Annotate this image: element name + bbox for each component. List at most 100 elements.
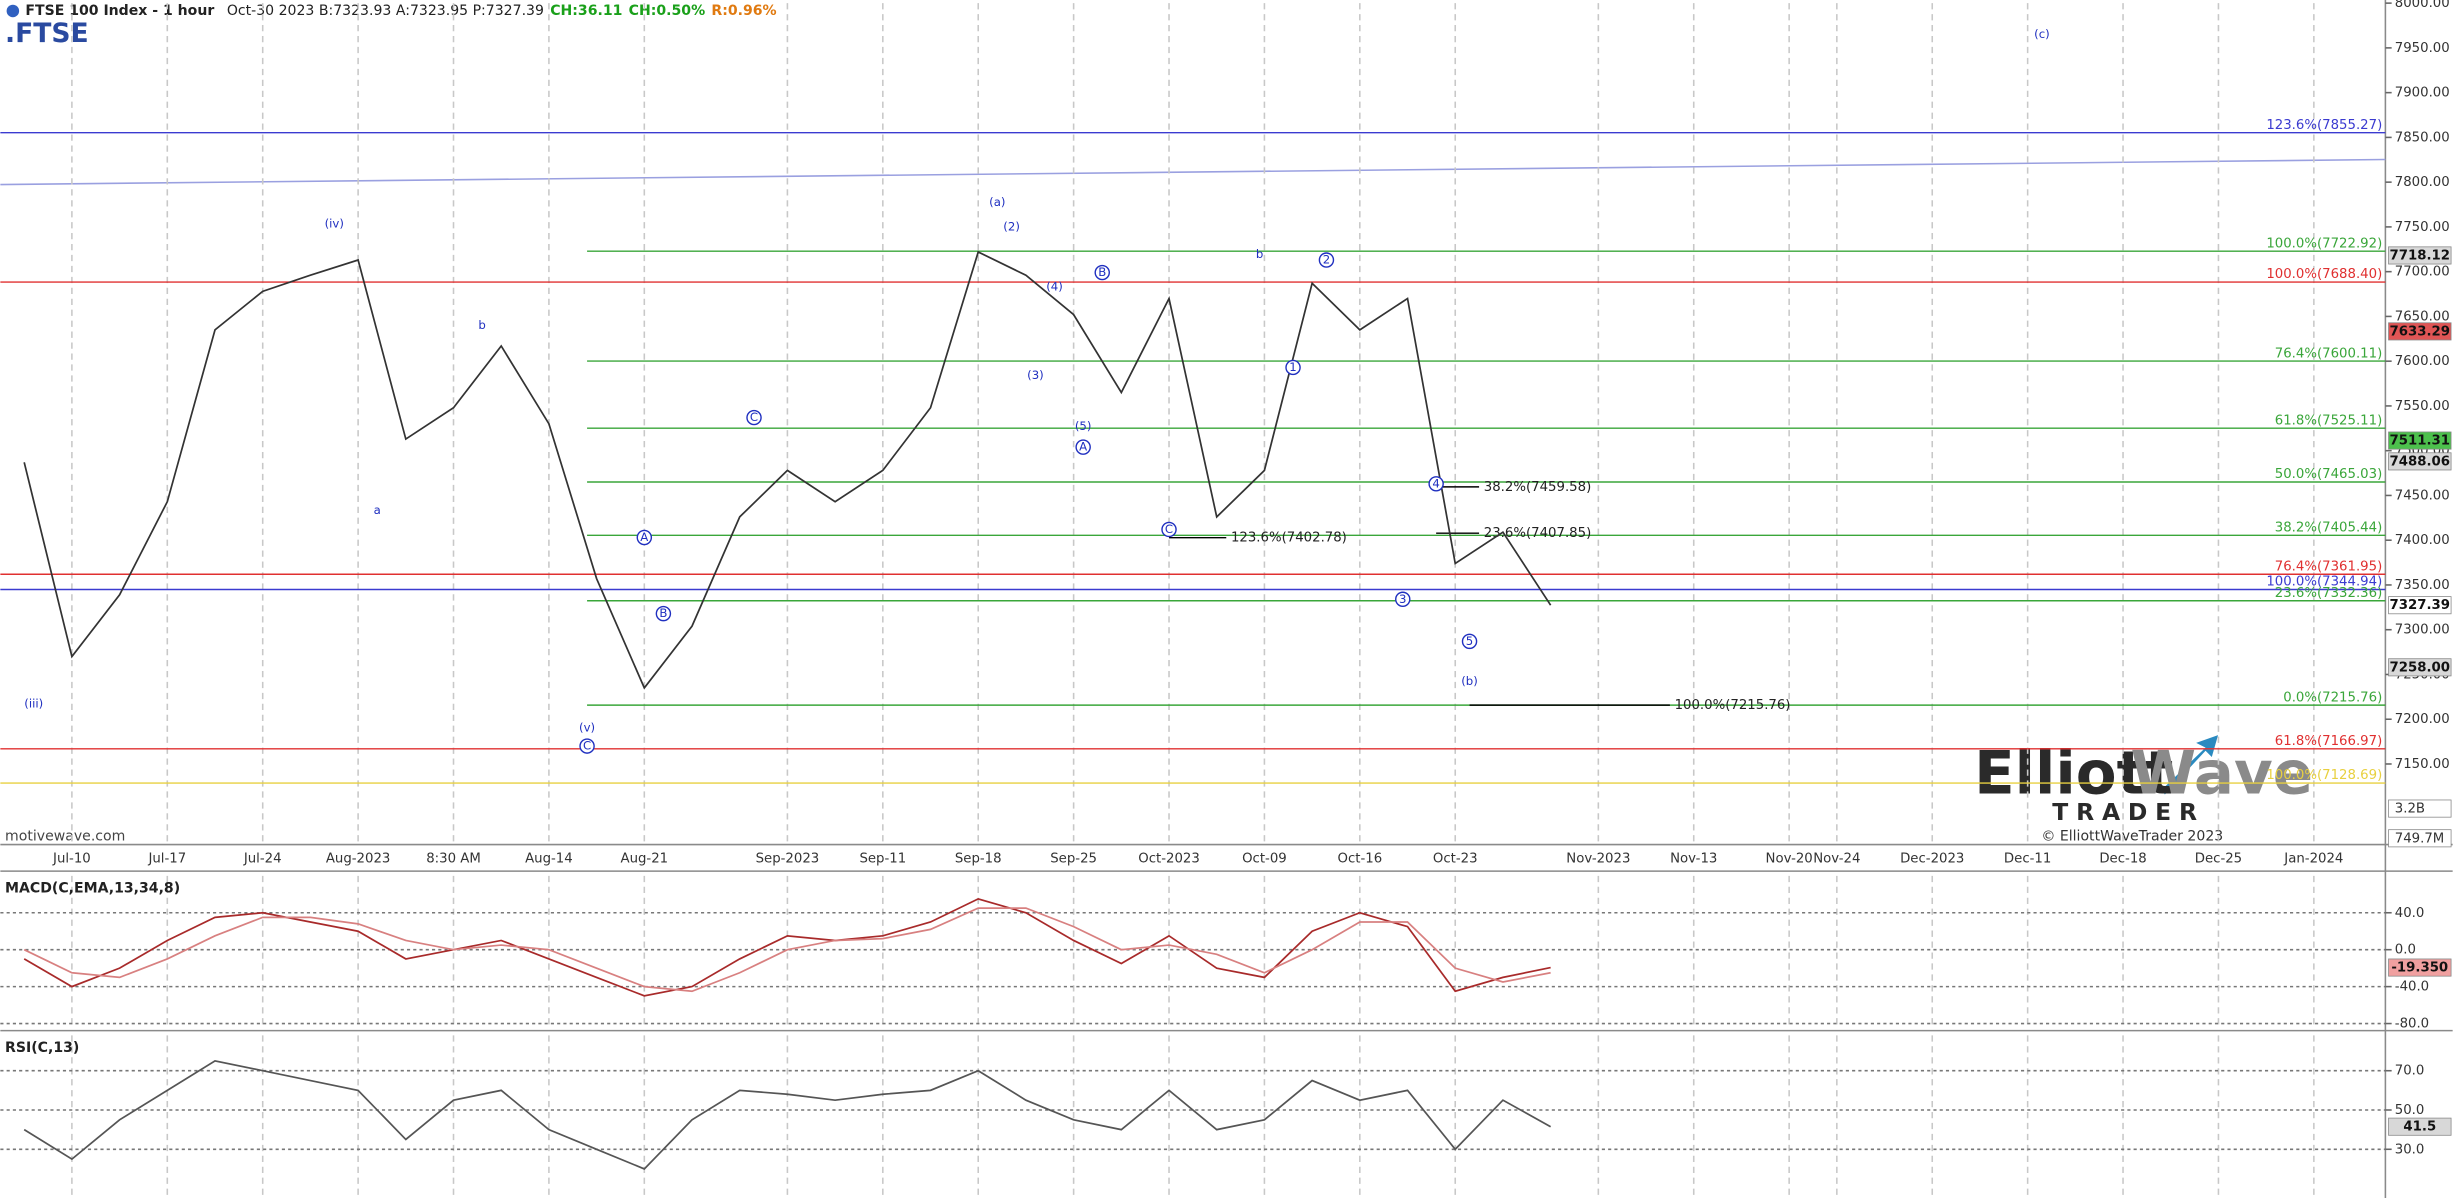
chart-title: FTSE 100 Index - 1 hour [25,3,214,19]
x-tick-label: Aug-21 [620,852,668,867]
wave-label: A [1079,440,1087,454]
x-tick-label: Jul-24 [243,852,282,867]
wave-label: (c) [2034,27,2050,41]
y-tick-label: 7750.00 [2395,220,2450,235]
x-tick-label: Nov-2023 [1566,852,1630,867]
fib-label: 76.4%(7361.95) [2275,559,2382,574]
fib-label: 123.6%(7855.27) [2266,118,2382,133]
x-tick-label: Aug-14 [525,852,573,867]
change-label: R:0.96% [711,3,776,19]
wave-label: (3) [1027,368,1044,382]
wave-label: a [374,503,381,517]
logo-word: Elliott [1974,739,2173,808]
y-tick-label: 7350.00 [2395,578,2450,593]
trend-line [0,158,2386,186]
wave-label: (2) [1003,219,1020,233]
price-tag [2388,1117,2452,1136]
wave-label: 5 [1466,634,1473,648]
wave-label: b [478,318,485,332]
price-tag-label: 7633.29 [2390,324,2451,339]
fib-label: 100.0%(7128.69) [2266,768,2382,783]
wave-circle [1094,264,1110,281]
wave-label: B [1098,265,1106,279]
price-tag [2388,431,2452,450]
fib-label: 76.4%(7600.11) [2275,346,2382,361]
wave-circle [1285,359,1301,376]
wave-circle [746,409,762,426]
x-tick-label: Aug-2023 [326,852,391,867]
fib-label: 61.8%(7525.11) [2275,413,2382,428]
x-tick-label: Jul-17 [147,852,186,867]
fib-label: 23.6%(7332.36) [2275,586,2382,601]
logo-word: Wave [2130,739,2313,808]
y-tick-label: 7850.00 [2395,130,2450,145]
y-tick-label: 7300.00 [2395,623,2450,638]
x-tick-label: Sep-11 [859,852,906,867]
y-tick-label: 7800.00 [2395,175,2450,190]
x-tick-label: Dec-11 [2004,852,2051,867]
panel-title: RSI(C,13) [5,1040,79,1056]
wave-label: 4 [1432,476,1439,490]
wave-circle [1395,591,1411,608]
series-line [23,250,1552,690]
fib-label: 123.6%(7402.78) [1231,531,1347,546]
y-tick-label: 50.0 [2395,1103,2425,1118]
y-tick-label: -80.0 [2395,1017,2429,1032]
y-tick-label: 7700.00 [2395,265,2450,280]
x-tick-label: Dec-18 [2099,852,2146,867]
y-tick-label: 7900.00 [2395,86,2450,101]
change-label: CH:0.50% [629,3,706,19]
x-tick-label: Nov-24 [1813,852,1860,867]
series-line [23,897,1551,997]
wave-label: C [583,739,591,753]
x-tick-label: Oct-23 [1433,852,1478,867]
x-tick-label: Dec-25 [2195,852,2242,867]
price-tag [2388,658,2452,677]
price-tag-label: 7327.39 [2390,598,2451,613]
symbol: .FTSE [5,18,89,49]
wave-label: (5) [1075,419,1092,433]
volume-label: 3.2B [2395,802,2425,817]
series-line [23,1059,1552,1170]
x-tick-label: Jul-10 [52,852,91,867]
price-tag-label: 41.5 [2403,1120,2436,1135]
fib-label: 100.0%(7215.76) [1675,698,1791,713]
wave-label: (b) [1461,674,1478,688]
wave-circle [1461,633,1478,650]
wave-label: (iii) [24,697,43,711]
x-tick-label: Sep-2023 [756,852,820,867]
y-tick-label: 7400.00 [2395,533,2450,548]
fib-label: 100.0%(7688.40) [2266,267,2382,282]
wave-circle [1318,252,1335,268]
price-tag [2388,452,2452,471]
wave-label: 2 [1323,253,1330,267]
price-tag-label: -19.350 [2391,961,2448,976]
y-tick-label: 30.0 [2395,1142,2425,1157]
wave-label: A [640,530,648,544]
symbol-icon [6,4,20,18]
price-tag-label: 7488.06 [2390,454,2451,469]
y-tick-label: 7550.00 [2395,399,2450,414]
panel-title: MACD(C,EMA,13,34,8) [5,880,180,896]
y-tick-label: 7150.00 [2395,757,2450,772]
fib-label: 100.0%(7344.94) [2266,575,2382,590]
fib-label: 61.8%(7166.97) [2275,734,2382,749]
x-tick-label: Nov-20 [1766,852,1813,867]
y-tick-label: 7950.00 [2395,41,2450,56]
wave-label: B [659,606,667,620]
x-tick-label: Sep-18 [955,852,1002,867]
logo: Elliott Wave TRADER [1974,735,2313,826]
fib-label: 38.2%(7459.58) [1484,480,1591,495]
wave-circle [1161,521,1177,538]
wave-label: (iv) [325,217,344,231]
wave-circle [655,605,672,622]
x-tick-label: 8:30 AM [426,852,481,867]
wave-circle [1428,476,1444,492]
price-tag [2388,596,2452,615]
x-tick-label: Oct-09 [1242,852,1287,867]
fib-label: 38.2%(7405.44) [2275,521,2382,536]
wave-circle [636,529,653,546]
price-tag [2388,958,2452,977]
